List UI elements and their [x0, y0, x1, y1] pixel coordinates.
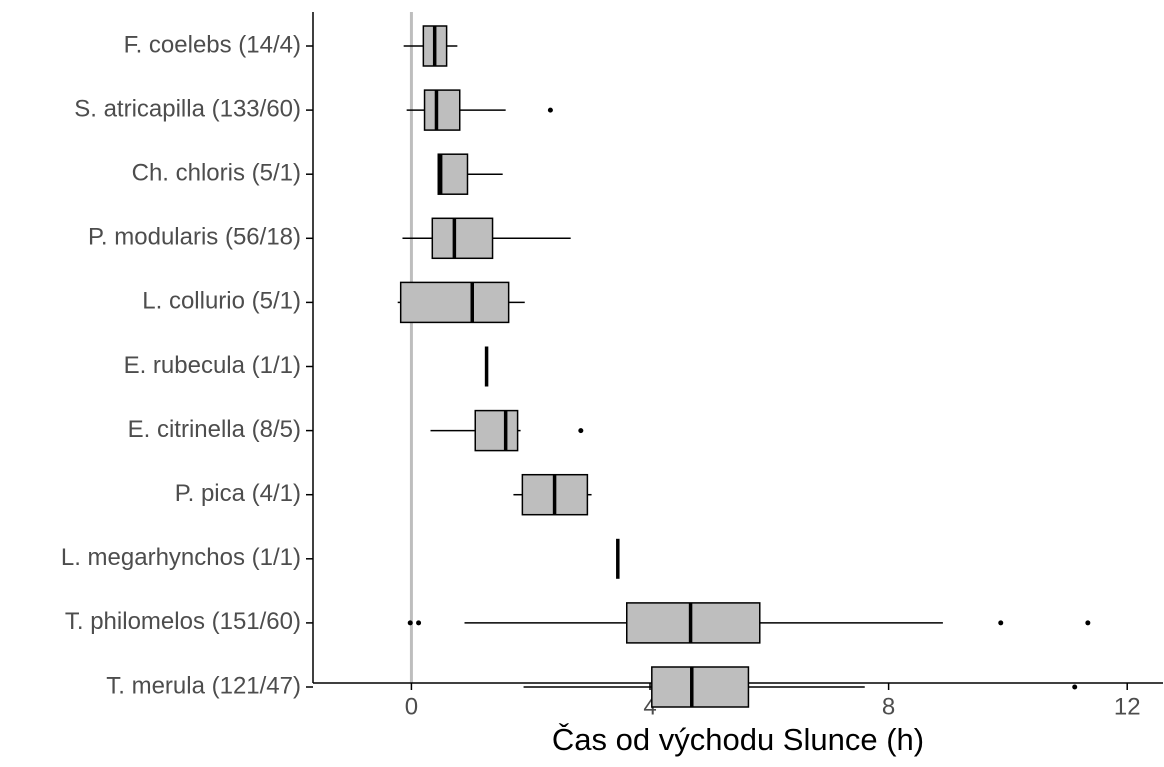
box — [626, 602, 761, 644]
y-tick-label: F. coelebs (14/4) — [124, 31, 301, 58]
box — [431, 217, 494, 260]
y-tick-label: E. rubecula (1/1) — [124, 352, 301, 379]
y-tick-label: L. megarhynchos (1/1) — [61, 544, 301, 571]
y-tick-label: E. citrinella (8/5) — [128, 416, 301, 443]
x-tick-label: 0 — [405, 693, 418, 720]
x-tick-label: 8 — [882, 693, 895, 720]
y-tick-label: T. philomelos (151/60) — [65, 608, 301, 635]
y-tick-label: S. atricapilla (133/60) — [74, 95, 301, 122]
box — [423, 89, 461, 131]
outlier — [547, 107, 553, 113]
outlier — [407, 620, 413, 626]
box — [474, 409, 519, 452]
outlier — [1072, 684, 1078, 690]
x-tick-label: 12 — [1114, 693, 1141, 720]
y-tick-label: L. collurio (5/1) — [142, 288, 301, 315]
y-tick-label: T. merula (121/47) — [106, 672, 301, 699]
y-tick-label: P. modularis (56/18) — [88, 224, 301, 251]
x-axis-title: Čas od východu Slunce (h) — [552, 722, 924, 757]
outlier — [998, 620, 1004, 626]
y-tick-label: Ch. chloris (5/1) — [132, 160, 301, 187]
box — [651, 666, 750, 708]
outlier — [578, 428, 584, 434]
box — [437, 153, 469, 195]
outlier — [416, 620, 422, 626]
y-tick-label: P. pica (4/1) — [175, 480, 301, 507]
outlier — [1085, 620, 1091, 626]
box — [399, 281, 510, 324]
